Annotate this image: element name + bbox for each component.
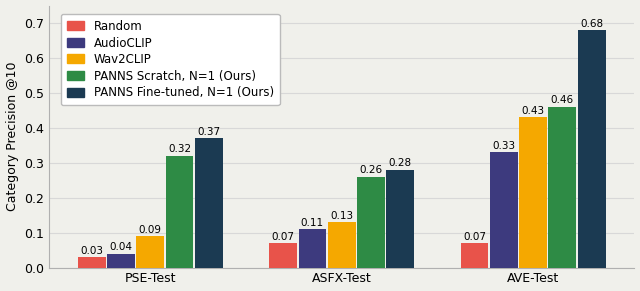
Y-axis label: Category Precision @10: Category Precision @10 — [6, 62, 19, 211]
Text: 0.43: 0.43 — [522, 106, 545, 116]
Text: 0.46: 0.46 — [551, 95, 574, 105]
Text: 0.28: 0.28 — [388, 158, 412, 168]
Bar — [578, 30, 605, 268]
Text: 0.11: 0.11 — [301, 218, 324, 228]
Bar — [166, 156, 193, 268]
Text: 0.07: 0.07 — [271, 232, 294, 242]
Text: 0.37: 0.37 — [197, 127, 220, 137]
Bar — [328, 222, 356, 268]
Legend: Random, AudioCLIP, Wav2CLIP, PANNS Scratch, N=1 (Ours), PANNS Fine-tuned, N=1 (O: Random, AudioCLIP, Wav2CLIP, PANNS Scrat… — [61, 14, 280, 105]
Bar — [78, 257, 106, 268]
Text: 0.07: 0.07 — [463, 232, 486, 242]
Text: 0.32: 0.32 — [168, 144, 191, 155]
Bar — [136, 236, 164, 268]
Text: 0.68: 0.68 — [580, 19, 604, 29]
Bar — [548, 107, 576, 268]
Bar — [387, 170, 414, 268]
Bar — [195, 138, 223, 268]
Bar — [357, 177, 385, 268]
Text: 0.26: 0.26 — [360, 165, 383, 175]
Bar — [461, 243, 488, 268]
Text: 0.09: 0.09 — [139, 225, 162, 235]
Text: 0.03: 0.03 — [80, 246, 103, 256]
Bar — [298, 229, 326, 268]
Bar — [490, 152, 518, 268]
Bar — [519, 117, 547, 268]
Bar — [269, 243, 297, 268]
Text: 0.13: 0.13 — [330, 211, 353, 221]
Bar — [107, 254, 135, 268]
Text: 0.33: 0.33 — [492, 141, 515, 151]
Text: 0.04: 0.04 — [109, 242, 132, 252]
